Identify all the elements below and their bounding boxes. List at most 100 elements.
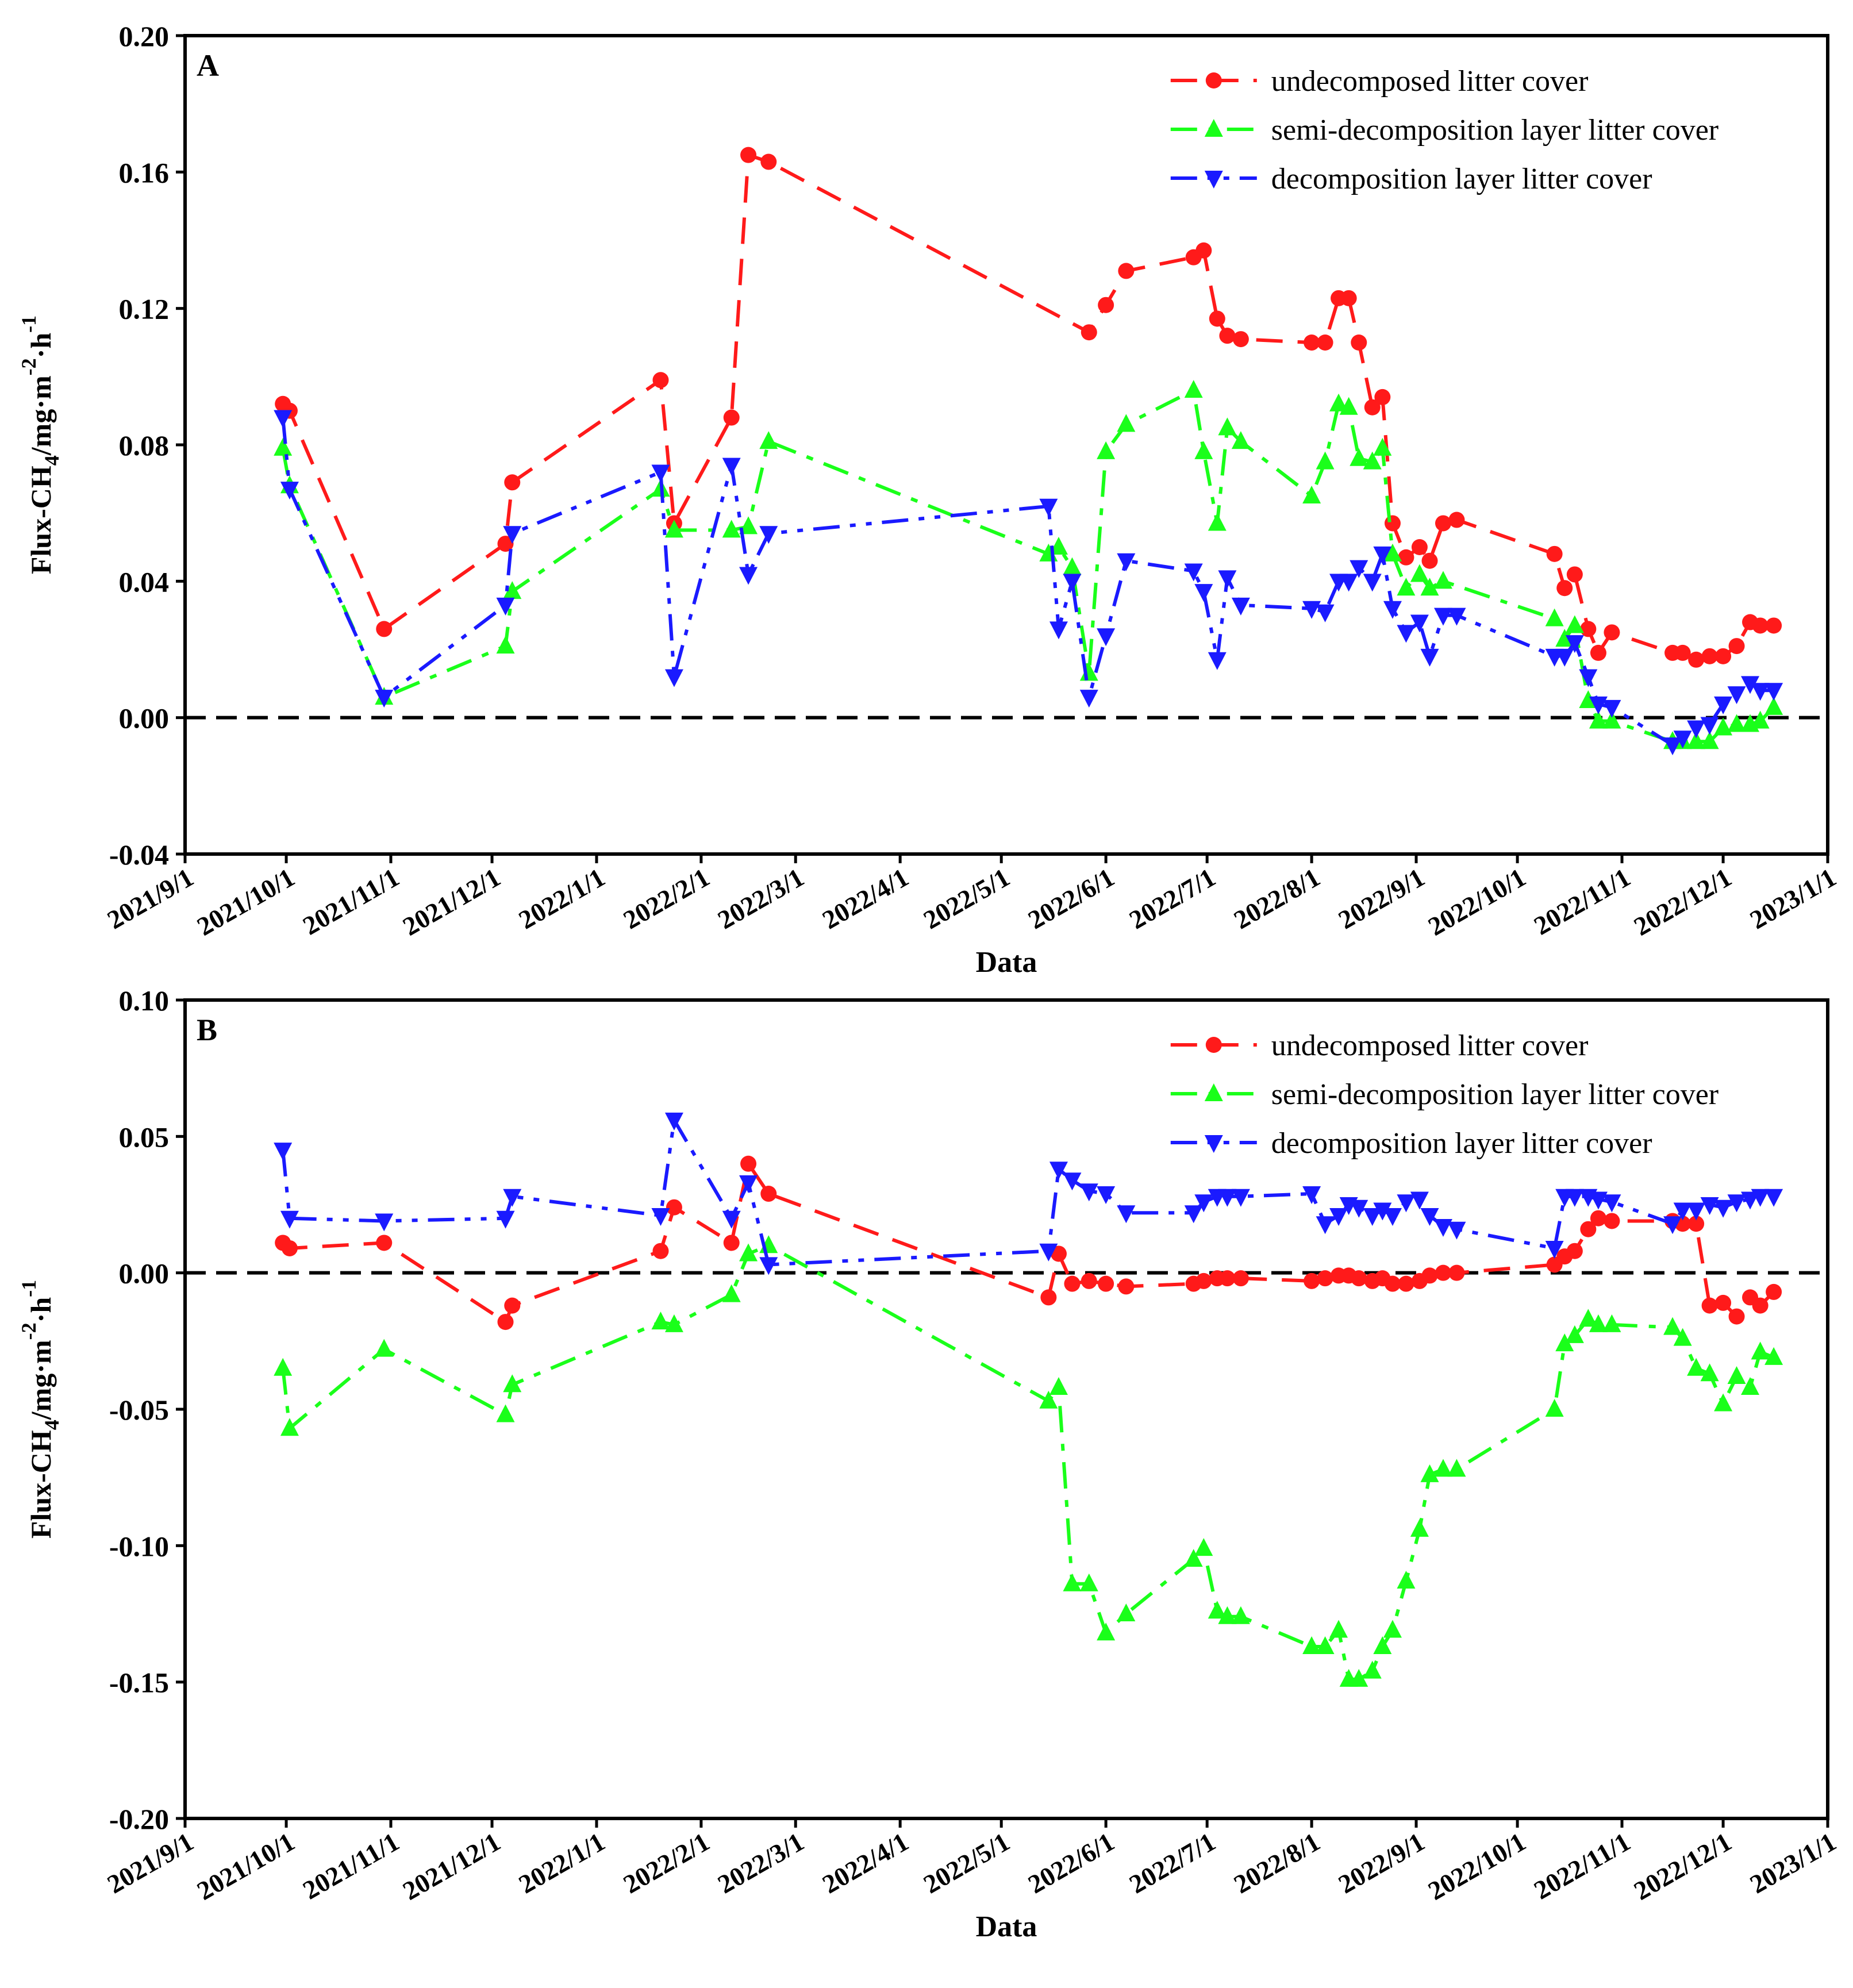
data-point <box>1766 1283 1782 1300</box>
data-point <box>1741 1377 1760 1395</box>
data-point <box>1589 1191 1608 1210</box>
y-tick-label: -0.10 <box>109 1530 169 1562</box>
x-tick-label: 2022/11/1 <box>1529 1827 1635 1905</box>
data-point <box>1218 1189 1237 1207</box>
data-point <box>739 516 758 535</box>
data-point <box>1049 1377 1068 1395</box>
data-point <box>1589 710 1608 729</box>
data-point <box>1751 1189 1770 1207</box>
data-point <box>1545 1240 1564 1259</box>
data-point <box>497 1314 514 1331</box>
x-tick-label: 2021/10/1 <box>192 862 299 941</box>
data-point <box>1604 1213 1620 1229</box>
data-point <box>1316 1636 1335 1654</box>
x-tick-label: 2022/2/1 <box>618 1827 714 1899</box>
data-point <box>1329 393 1348 412</box>
data-point <box>1329 1620 1348 1638</box>
data-point <box>652 372 669 389</box>
data-point <box>1194 584 1213 602</box>
x-tick-label: 2021/12/1 <box>398 862 505 941</box>
data-point <box>760 153 777 170</box>
data-point <box>1117 1604 1136 1621</box>
data-point <box>1040 1289 1057 1306</box>
data-point <box>666 1199 682 1216</box>
data-point <box>1117 414 1136 432</box>
data-point <box>1728 1308 1745 1325</box>
data-point <box>1231 1189 1250 1207</box>
data-point <box>1448 512 1465 528</box>
data-point <box>1714 717 1733 736</box>
data-point <box>739 567 758 585</box>
x-tick-label: 2022/1/1 <box>514 1827 610 1899</box>
x-tick-label: 2022/7/1 <box>1124 862 1220 935</box>
data-point <box>1410 564 1429 582</box>
data-point <box>1195 242 1212 259</box>
data-point <box>723 409 740 426</box>
data-point <box>1687 1358 1706 1376</box>
data-point <box>1420 648 1439 667</box>
data-point <box>1195 1272 1212 1289</box>
data-point <box>1363 1660 1382 1679</box>
data-point <box>1350 448 1368 466</box>
y-axis-label: Flux-CH4/mg·m-2·h-1 <box>17 1280 63 1539</box>
data-point <box>1589 1314 1608 1332</box>
data-point <box>1063 574 1082 592</box>
y-tick-label: -0.15 <box>109 1667 169 1699</box>
data-point <box>1063 1573 1082 1591</box>
data-point <box>1447 607 1466 626</box>
data-point <box>1565 615 1584 633</box>
data-point <box>1383 1620 1402 1638</box>
data-point <box>1604 624 1620 641</box>
y-tick-label: 0.00 <box>119 1258 170 1290</box>
y-tick-label: -0.20 <box>109 1803 169 1835</box>
data-point <box>1700 1363 1719 1382</box>
data-point <box>1079 1573 1098 1591</box>
data-point <box>1714 696 1733 714</box>
legend-label: decomposition layer litter cover <box>1271 163 1652 195</box>
data-point <box>1714 1199 1733 1218</box>
y-tick-label: 0.12 <box>119 293 170 325</box>
legend-item: semi-decomposition layer litter cover <box>1170 1078 1719 1111</box>
data-point <box>1546 545 1563 562</box>
data-point <box>1383 601 1402 619</box>
data-point <box>1602 1194 1621 1213</box>
data-point <box>1384 515 1401 532</box>
data-point <box>1304 334 1320 351</box>
data-point <box>1350 1668 1368 1687</box>
data-point <box>1433 1218 1452 1237</box>
data-point <box>1339 574 1358 592</box>
data-point <box>1421 1267 1438 1284</box>
x-tick-label: 2023/1/1 <box>1745 1827 1841 1899</box>
x-tick-label: 2022/6/1 <box>1023 1827 1119 1899</box>
data-point <box>722 457 741 476</box>
legend-label: semi-decomposition layer litter cover <box>1271 1078 1719 1111</box>
x-tick-label: 2022/10/1 <box>1423 1827 1531 1905</box>
x-tick-label: 2021/11/1 <box>298 862 404 940</box>
data-point <box>1687 1202 1706 1221</box>
data-point <box>1209 310 1225 327</box>
data-point <box>503 526 522 544</box>
data-point <box>1039 1243 1058 1262</box>
data-point <box>503 1374 522 1393</box>
data-point <box>1339 397 1358 415</box>
data-point <box>1383 543 1402 562</box>
data-point <box>1373 437 1392 456</box>
data-point <box>1663 1317 1682 1335</box>
data-point <box>1579 1309 1598 1327</box>
data-point <box>1701 1297 1718 1314</box>
y-tick-label: -0.04 <box>109 839 169 871</box>
data-point <box>1097 1186 1116 1205</box>
data-point <box>722 1210 741 1229</box>
data-point <box>503 1189 522 1207</box>
data-point <box>376 1235 393 1251</box>
x-tick-label: 2022/6/1 <box>1023 862 1119 935</box>
data-point <box>1118 1278 1135 1295</box>
data-point <box>1397 625 1416 643</box>
data-point <box>1728 638 1745 655</box>
data-point <box>1688 651 1705 668</box>
x-tick-label: 2022/8/1 <box>1229 862 1325 935</box>
legend-marker <box>1204 119 1223 137</box>
series-line <box>282 152 1774 662</box>
data-point <box>1383 1208 1402 1226</box>
data-point <box>1602 710 1621 729</box>
